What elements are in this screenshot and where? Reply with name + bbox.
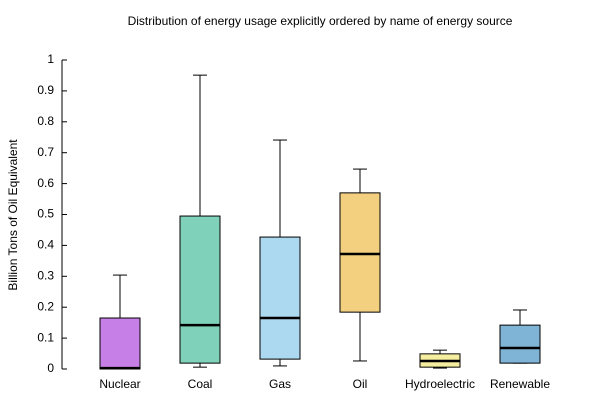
y-axis-label: Billion Tons of Oil Equivalent	[6, 139, 20, 291]
x-tick-label: Renewable	[490, 377, 550, 391]
chart-title: Distribution of energy usage explicitly …	[128, 14, 513, 28]
x-tick-label: Nuclear	[99, 377, 140, 391]
box	[179, 215, 221, 364]
box	[259, 236, 301, 360]
y-tick-label: 0.3	[37, 268, 54, 282]
y-tick-label: 0.8	[37, 114, 54, 128]
x-tick-label: Coal	[188, 377, 213, 391]
y-tick-label: 0	[47, 361, 54, 375]
box	[339, 192, 381, 313]
y-tick-label: 0.2	[37, 299, 54, 313]
x-tick-label: Oil	[353, 377, 368, 391]
y-tick-label: 0.6	[37, 176, 54, 190]
y-tick-label: 1	[47, 52, 54, 66]
y-tick-label: 0.4	[37, 238, 54, 252]
y-tick-label: 0.9	[37, 83, 54, 97]
y-tick-label: 0.7	[37, 145, 54, 159]
y-tick-label: 0.5	[37, 207, 54, 221]
x-tick-label: Hydroelectric	[405, 377, 475, 391]
y-tick-label: 0.1	[37, 330, 54, 344]
x-tick-label: Gas	[269, 377, 291, 391]
box	[99, 317, 141, 370]
box	[499, 324, 541, 364]
